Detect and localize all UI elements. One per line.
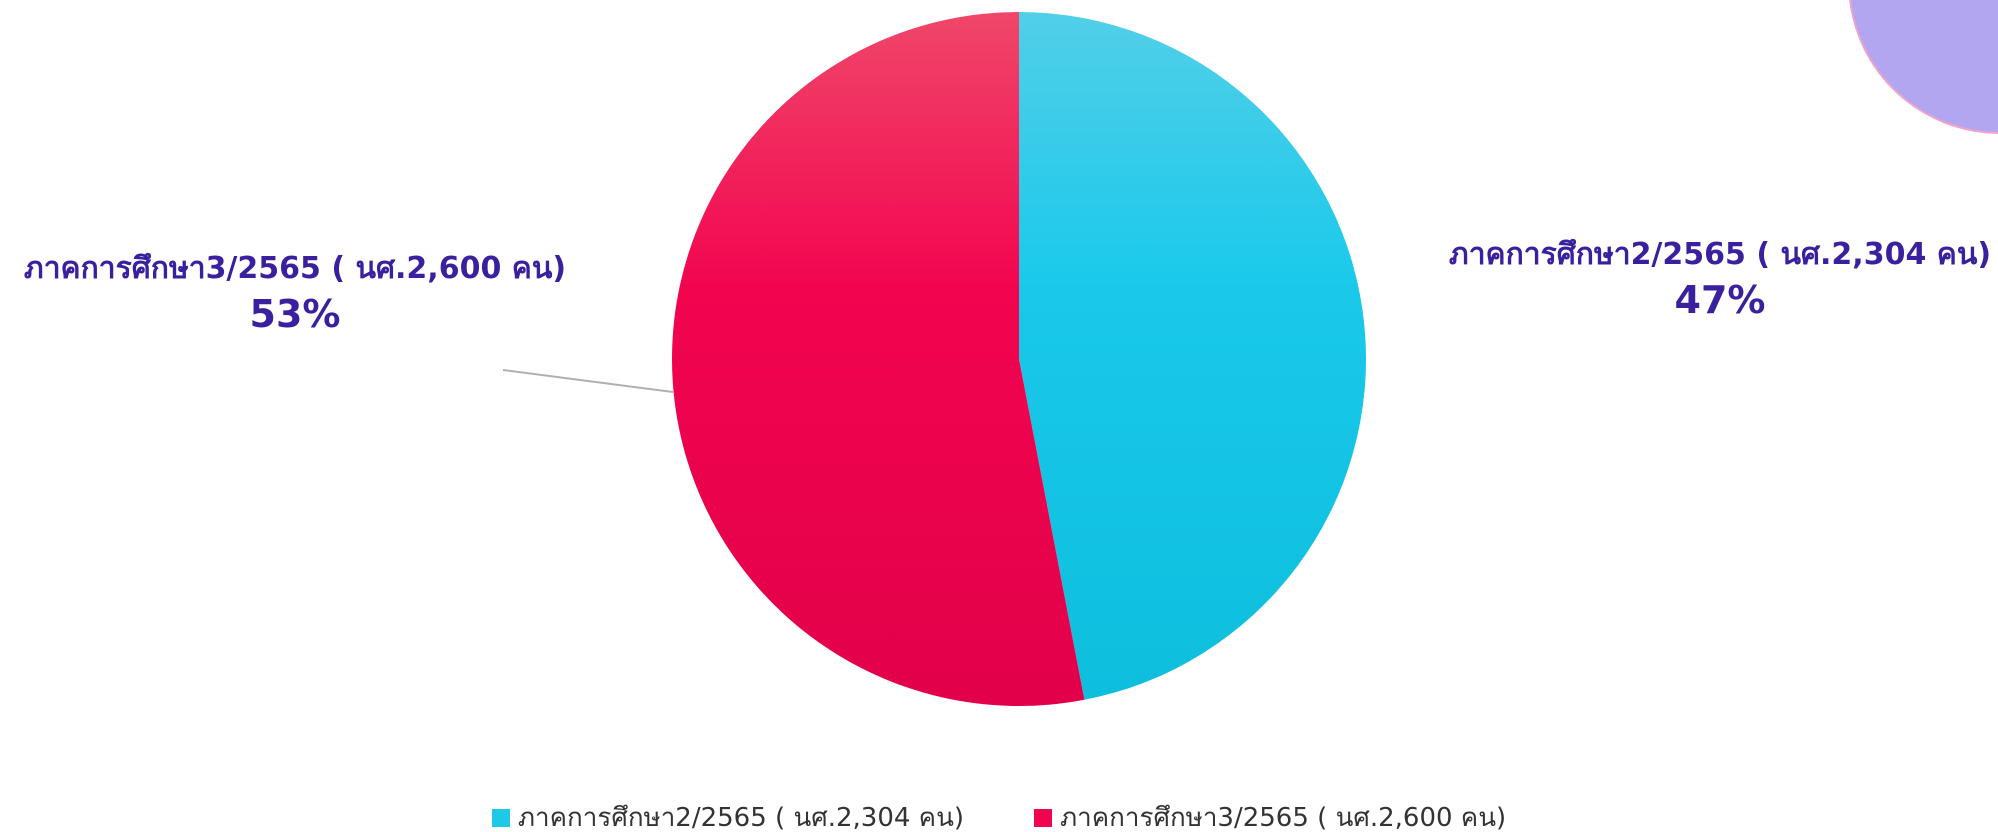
data-label-slice-1: ภาคการศึกษา3/2565 ( นศ.2,600 คน) 53% <box>10 251 580 336</box>
data-label-category: ภาคการศึกษา3/2565 ( นศ.2,600 คน) <box>23 251 567 286</box>
pie-slice-0[interactable] <box>1019 12 1366 700</box>
legend-label: ภาคการศึกษา3/2565 ( นศ.2,600 คน) <box>1060 803 1507 832</box>
legend-item-0[interactable]: ภาคการศึกษา2/2565 ( นศ.2,304 คน) <box>491 797 964 832</box>
pie-slices <box>671 12 1366 707</box>
leader-line-slice-1 <box>502 369 674 393</box>
data-label-percent: 47% <box>1674 277 1766 322</box>
legend: ภาคการศึกษา2/2565 ( นศ.2,304 คน) ภาคการศ… <box>0 797 1998 832</box>
legend-swatch-icon <box>1034 808 1052 827</box>
pie-slice-1[interactable] <box>671 12 1085 707</box>
data-label-category: ภาคการศึกษา2/2565 ( นศ.2,304 คน) <box>1448 237 1992 272</box>
data-label-percent: 53% <box>249 291 341 336</box>
pie-chart <box>502 12 1366 707</box>
legend-swatch-icon <box>491 808 510 827</box>
legend-item-1[interactable]: ภาคการศึกษา3/2565 ( นศ.2,600 คน) <box>1034 797 1506 832</box>
legend-label: ภาคการศึกษา2/2565 ( นศ.2,304 คน) <box>517 803 964 832</box>
data-label-slice-0: ภาคการศึกษา2/2565 ( นศ.2,304 คน) 47% <box>1440 237 1998 322</box>
